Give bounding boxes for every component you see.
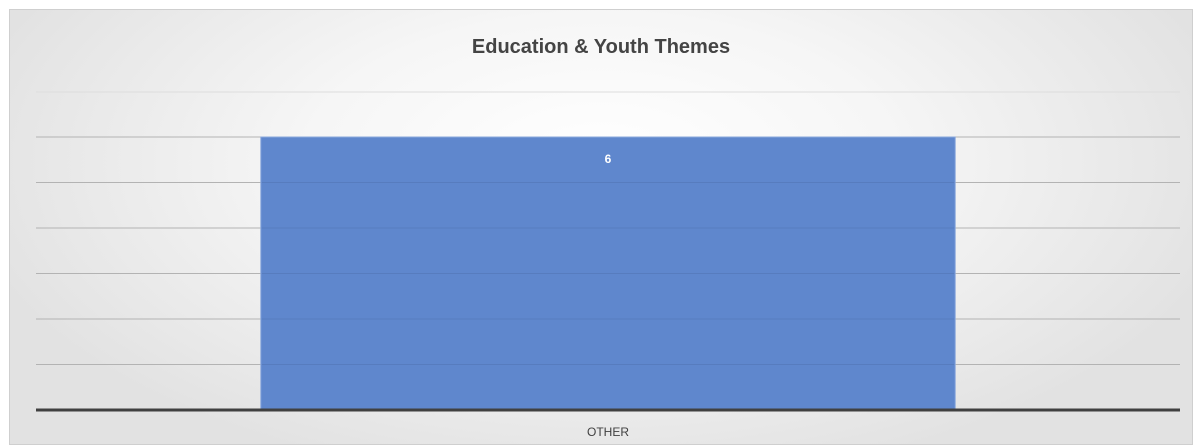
chart-container: Education & Youth Themes 6 OTHER <box>9 9 1193 445</box>
plot-area: 6 OTHER <box>36 91 1180 439</box>
data-label: 6 <box>605 152 612 166</box>
x-tick-label: OTHER <box>587 425 629 439</box>
chart-title: Education & Youth Themes <box>471 36 731 58</box>
